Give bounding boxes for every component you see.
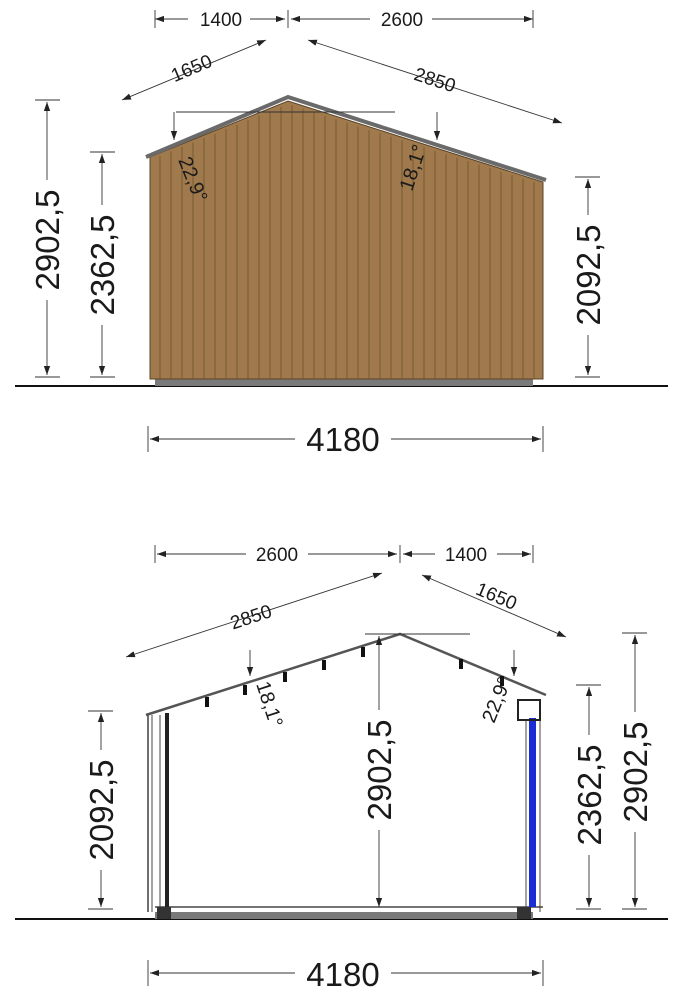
wood-cladding-lines (159, 105, 535, 379)
dim-top-left: 1400 (200, 10, 242, 31)
dim-slope-left-line (121, 39, 267, 101)
exterior-elevation: 1400 2600 1650 2850 22,9° 18,1° 2902,5 2… (15, 8, 668, 458)
dim-slope-right-line (307, 39, 563, 124)
dim-height-right-section: 2362,5 (571, 745, 608, 846)
dim-slope-left-line-section (125, 572, 383, 658)
dim-top-right: 2600 (381, 10, 423, 31)
dim-slope-left: 1650 (168, 51, 215, 87)
section-elevation: 2600 1400 2850 1650 18,1° 22,9° 2092,5 2… (15, 543, 668, 990)
angle-right-section: 22,9° (478, 674, 516, 726)
dim-top-left-section: 2600 (256, 545, 298, 566)
dim-height-right: 2092,5 (570, 225, 607, 326)
dim-height-left-section: 2092,5 (83, 760, 120, 861)
wood-wall (149, 100, 544, 380)
dim-slope-left-section: 2850 (228, 601, 275, 634)
dim-height-max: 2902,5 (29, 190, 66, 291)
dim-width: 4180 (306, 421, 379, 458)
dim-height-max-section: 2902,5 (617, 722, 654, 823)
angle-left-section: 18,1° (251, 679, 286, 730)
dim-width-section: 4180 (306, 956, 379, 990)
window-frame (529, 718, 536, 907)
dim-slope-right: 2850 (411, 64, 458, 97)
dim-top-right-section: 1400 (445, 545, 487, 566)
floor-base (155, 912, 533, 919)
dim-height-center: 2902,5 (361, 720, 398, 821)
dim-slope-right-section: 1650 (473, 579, 520, 615)
foundation-base (155, 379, 533, 386)
dim-height-left: 2362,5 (84, 215, 121, 316)
dim-slope-right-line-section (421, 574, 567, 638)
roof-edge (145, 94, 547, 182)
